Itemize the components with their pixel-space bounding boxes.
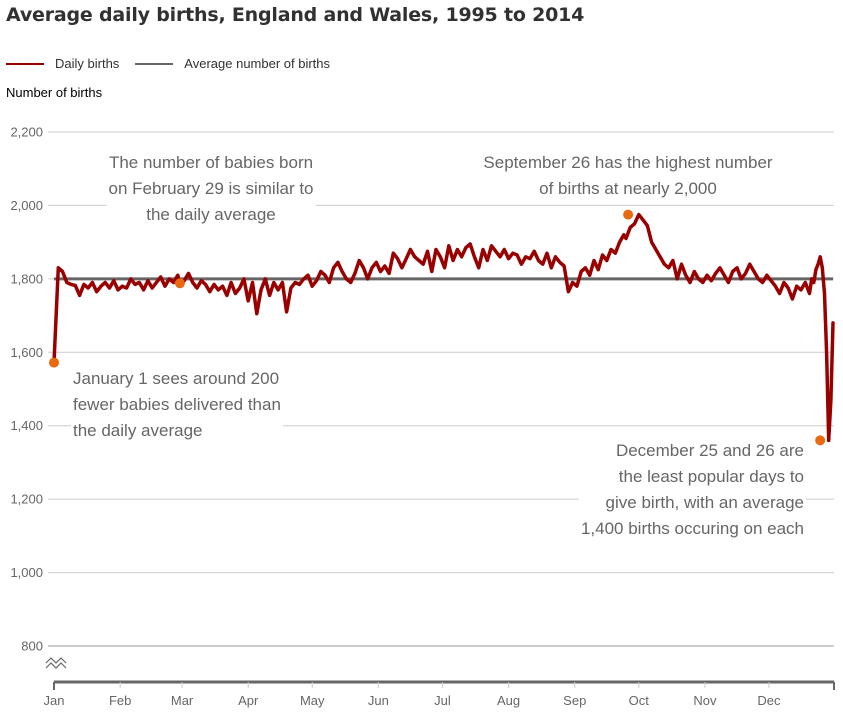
x-tick-label: Aug (497, 693, 520, 708)
axis-break-icon-bottom (45, 662, 67, 669)
x-tick-label: Apr (238, 693, 259, 708)
x-tick-label: Feb (109, 693, 131, 708)
x-tick-label: May (300, 693, 325, 708)
highlight-point (623, 209, 634, 220)
annotations: The number of babies born on February 29 … (71, 153, 806, 538)
legend-label-average: Average number of births (184, 56, 331, 71)
annotation-background (71, 371, 283, 438)
y-tick-label: 2,000 (10, 198, 43, 213)
annotation-background (106, 155, 316, 222)
legend: Daily births Average number of births (6, 56, 346, 71)
annotation-line: 1,400 births occuring on each (581, 519, 804, 538)
x-axis: Jan Feb Mar Apr May Jun Jul Aug Sep Oct Nov Dec (44, 680, 835, 708)
x-tick-label: Mar (171, 693, 194, 708)
series-group (52, 212, 835, 443)
x-tick-label: Nov (693, 693, 717, 708)
x-tick-label: Dec (757, 693, 781, 708)
chart-title: Average daily births, England and Wales,… (6, 4, 585, 26)
annotation-background (578, 443, 806, 536)
daily-births-line (52, 212, 835, 443)
annotation-background (481, 155, 775, 196)
y-tick-label: 1,800 (10, 271, 43, 286)
x-tick-label: Jan (44, 693, 65, 708)
y-tick-labels: 800 1,000 1,200 1,400 1,600 1,800 2,000 2,200 (10, 125, 43, 654)
annotation-sep26: September 26 has the highest number of bi… (481, 153, 775, 198)
annotation-line: the daily average (146, 205, 275, 224)
y-tick-label: 1,000 (10, 565, 43, 580)
axis-break-icon (45, 657, 67, 669)
annotation-line: the daily average (73, 421, 202, 440)
y-tick-label: 1,200 (10, 492, 43, 507)
x-tick-label: Oct (629, 693, 650, 708)
legend-swatch-average (135, 62, 174, 65)
annotation-line: the least popular days to (619, 467, 804, 486)
x-tick-label: Jul (434, 693, 451, 708)
legend-label-daily-births: Daily births (55, 56, 120, 71)
annotation-feb29: The number of babies born on February 29 … (106, 153, 316, 224)
highlight-point (174, 278, 185, 289)
highlight-point (49, 357, 59, 368)
y-axis-title: Number of births (6, 85, 103, 100)
legend-swatch-daily-births (6, 62, 44, 65)
legend-item-daily-births: Daily births (6, 56, 119, 71)
annotation-line: September 26 has the highest number (483, 153, 773, 172)
annotation-line: December 25 and 26 are (616, 441, 804, 460)
legend-item-average: Average number of births (135, 56, 330, 71)
highlight-points (49, 209, 826, 446)
annotation-line: fewer babies delivered than (73, 395, 281, 414)
annotation-line: January 1 sees around 200 (73, 369, 279, 388)
highlight-point (815, 435, 826, 446)
annotation-line: The number of babies born (109, 153, 313, 172)
y-tick-label: 1,400 (10, 418, 43, 433)
axis-break-icon-top (45, 657, 67, 664)
annotation-jan1: January 1 sees around 200 fewer babies de… (71, 369, 283, 440)
annotation-line: on February 29 is similar to (108, 179, 313, 198)
annotation-line: give birth, with an average (606, 493, 804, 512)
y-tick-label: 800 (21, 639, 43, 654)
annotation-dec25: December 25 and 26 are the least popular … (578, 441, 806, 538)
y-tick-label: 2,200 (10, 125, 43, 140)
y-tick-label: 1,600 (10, 345, 43, 360)
x-tick-label: Sep (563, 693, 586, 708)
x-tick-label: Jun (368, 693, 389, 708)
annotation-line: of births at nearly 2,000 (539, 179, 717, 198)
